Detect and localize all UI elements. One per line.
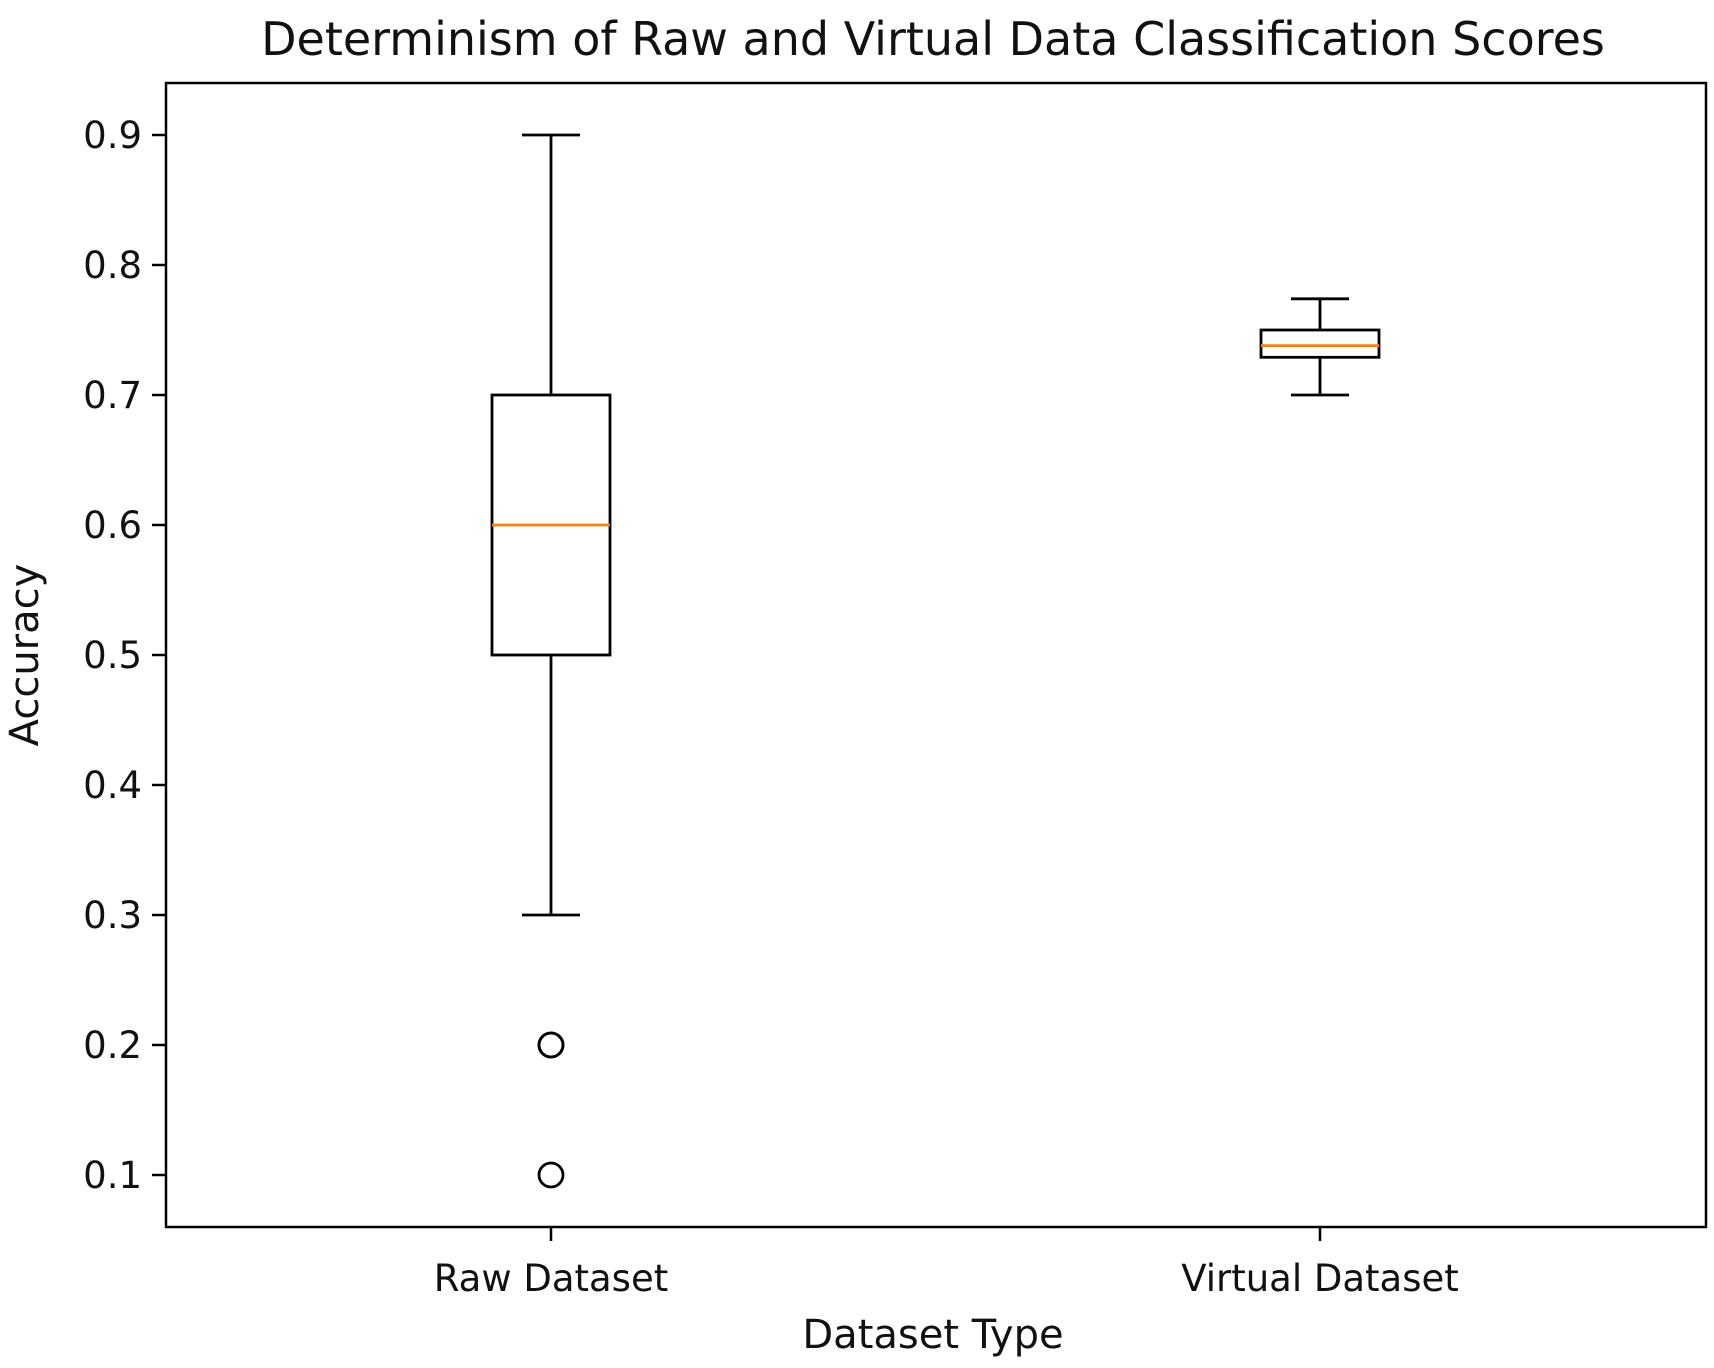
x-axis: Raw Dataset Virtual Dataset: [434, 1227, 1459, 1300]
y-tick-label: 0.8: [83, 244, 142, 287]
y-tick-label: 0.4: [83, 764, 142, 807]
outlier-point: [537, 1031, 565, 1059]
y-tick-label: 0.2: [83, 1024, 142, 1067]
box-group: [490, 133, 612, 1189]
box-series: [490, 133, 1381, 1189]
y-axis: 0.1 0.2 0.3 0.4 0.5 0.6 0.7 0.8 0.9: [83, 114, 166, 1197]
y-tick-label: 0.7: [83, 374, 142, 417]
box-group: [1259, 297, 1381, 397]
y-tick-label: 0.1: [83, 1154, 142, 1197]
y-tick-label: 0.9: [83, 114, 142, 157]
plot-area-frame: [164, 81, 1708, 1229]
x-axis-label: Dataset Type: [802, 1312, 1063, 1358]
y-tick-label: 0.3: [83, 894, 142, 937]
chart-title: Determinism of Raw and Virtual Data Clas…: [261, 12, 1605, 66]
y-axis-label: Accuracy: [2, 564, 48, 747]
iqr-box: [1259, 328, 1381, 359]
outlier-point: [537, 1161, 565, 1189]
x-tick-label: Raw Dataset: [434, 1257, 668, 1300]
y-tick-label: 0.5: [83, 634, 142, 677]
y-tick-label: 0.6: [83, 504, 142, 547]
x-tick-label: Virtual Dataset: [1181, 1257, 1459, 1300]
